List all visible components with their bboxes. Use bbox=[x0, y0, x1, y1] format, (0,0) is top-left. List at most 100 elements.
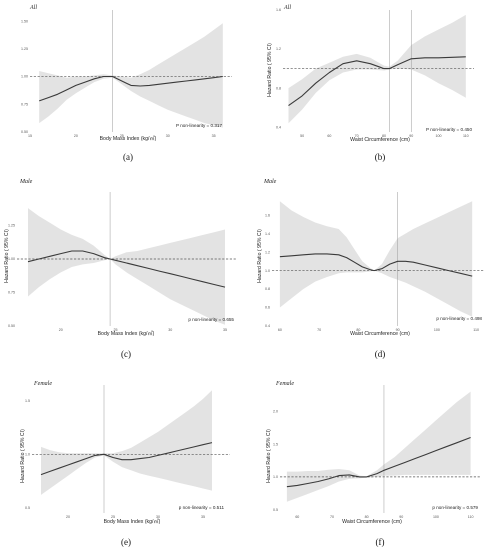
panel-d-ytick: 0.4 bbox=[265, 324, 270, 328]
panel-d-xtick: 80 bbox=[356, 328, 360, 332]
panel-f-xtick: 70 bbox=[330, 515, 334, 519]
panel-d-ci-band bbox=[279, 201, 473, 317]
panel-c-nonlinearity: p non-linearity = 0.655 bbox=[188, 317, 234, 322]
panel-f-label: (f) bbox=[376, 537, 385, 547]
panel-c-xtick: 20 bbox=[59, 328, 63, 332]
panel-a-ytick: 0.50 bbox=[21, 130, 28, 134]
panel-f-xlabel: Waist Circumference (cm) bbox=[342, 519, 402, 525]
panel-d-title: Male bbox=[263, 179, 277, 185]
panel-e-ytick: 0.5 bbox=[25, 506, 30, 510]
panel-c-ytick: 0.50 bbox=[8, 324, 15, 328]
panel-f-ytick: 1.0 bbox=[273, 475, 278, 479]
panel-d-xtick: 110 bbox=[473, 328, 479, 332]
panel-a-ci-band bbox=[39, 23, 223, 128]
panel-b-xlabel: Waist Circumference (cm) bbox=[350, 137, 410, 143]
panel-a-xlabel: Body Mass Index (kg/㎡) bbox=[100, 134, 157, 142]
panel-d-ytick: 1.6 bbox=[265, 213, 270, 217]
panel-c-hr-line bbox=[27, 250, 226, 288]
panel-e-ytick: 1.0 bbox=[25, 453, 30, 457]
panel-d-ytick: 0.8 bbox=[265, 287, 270, 291]
panel-e-label: (e) bbox=[121, 537, 131, 547]
panel-b-plot: 0.4 0.8 1.2 1.6 50 60 70 80 90 100 110 bbox=[276, 8, 474, 138]
panel-b-hr-line bbox=[288, 56, 466, 107]
panel-c-ytick: 0.75 bbox=[8, 291, 15, 295]
panel-a-xtick: 20 bbox=[74, 134, 78, 138]
panel-a-ytick: 1.50 bbox=[21, 19, 28, 23]
panel-e-xtick: 35 bbox=[201, 515, 205, 519]
panel-d-xlabel: Waist Circumference (cm) bbox=[350, 331, 410, 337]
panel-e-xtick: 30 bbox=[156, 515, 160, 519]
panel-e-title: Female bbox=[33, 381, 52, 387]
panel-b-label: (b) bbox=[375, 152, 386, 162]
panel-b-ci-band bbox=[288, 14, 466, 124]
panel-a-label: (a) bbox=[123, 152, 133, 162]
panel-e-ylabel: Hazard Ratio ( 95% CI) bbox=[20, 429, 26, 483]
panel-c-ytick: 1.00 bbox=[8, 257, 15, 261]
panel-a-ytick: 1.25 bbox=[21, 47, 28, 51]
panel-a: All 0.50 0.75 1.00 1.25 1.50 15 20 25 30 35 P non… bbox=[21, 5, 232, 162]
panel-c-label: (c) bbox=[121, 349, 131, 359]
panel-e-ytick: 1.5 bbox=[25, 399, 30, 403]
panel-c-xtick: 30 bbox=[168, 328, 172, 332]
panel-d-ytick: 0.6 bbox=[265, 306, 270, 310]
panel-b-xtick: 60 bbox=[327, 134, 331, 138]
panel-b-ytick: 1.6 bbox=[276, 8, 281, 12]
panel-f-xtick: 80 bbox=[365, 515, 369, 519]
panel-f-hr-line bbox=[286, 436, 471, 488]
panel-d-ytick: 1.4 bbox=[265, 232, 270, 236]
panel-f-xtick: 90 bbox=[399, 515, 403, 519]
panel-a-title: All bbox=[29, 5, 37, 11]
panel-d-label: (d) bbox=[375, 349, 386, 359]
panel-b-xtick: 110 bbox=[463, 134, 469, 138]
panel-c-ytick: 1.25 bbox=[8, 224, 15, 228]
panel-b-ylabel: Hazard Ratio ( 95% CI) bbox=[267, 43, 273, 97]
panel-c: Male Hazard Ratio ( 95% CI) 0.50 0.75 1.00… bbox=[4, 179, 236, 359]
panel-e-nonlinearity: p non-linearity = 0.511 bbox=[179, 505, 225, 510]
panel-b-ytick: 0.4 bbox=[276, 125, 281, 129]
panel-d-xtick: 100 bbox=[434, 328, 440, 332]
panel-a-xtick: 30 bbox=[166, 134, 170, 138]
panel-d-nonlinearity: p non-linearity = 0.498 bbox=[436, 316, 482, 321]
panel-b-nonlinearity: P non-linearity = 0.450 bbox=[426, 127, 472, 132]
panel-c-title: Male bbox=[19, 179, 33, 185]
panel-c-ylabel: Hazard Ratio ( 95% CI) bbox=[4, 229, 10, 283]
panel-b: All Hazard Ratio ( 95% CI) 0.4 0.8 1.2 1.6 5… bbox=[267, 5, 474, 162]
panel-f-ci-band bbox=[286, 391, 471, 502]
panel-f: Female Hazard Ratio ( 95% CI) 0.5 1.0 1.5 2… bbox=[266, 381, 481, 547]
panel-f-xtick: 100 bbox=[433, 515, 439, 519]
panel-a-ytick: 0.75 bbox=[21, 102, 28, 106]
panel-c-xtick: 25 bbox=[114, 328, 118, 332]
panel-b-xtick: 90 bbox=[409, 134, 413, 138]
panel-f-plot: 0.5 1.0 1.5 2.0 60 70 80 90 100 110 bbox=[273, 385, 481, 519]
panel-d-xtick: 90 bbox=[396, 328, 400, 332]
panel-a-ytick: 1.00 bbox=[21, 75, 28, 79]
panel-b-title: All bbox=[283, 5, 291, 11]
panel-c-ci-band bbox=[28, 208, 225, 325]
panel-f-ytick: 0.5 bbox=[273, 508, 278, 512]
panel-b-ytick: 1.2 bbox=[276, 47, 281, 51]
panel-e-xtick: 20 bbox=[66, 515, 70, 519]
panel-b-xtick: 80 bbox=[382, 134, 386, 138]
panel-d-ytick: 1.0 bbox=[265, 269, 270, 273]
panel-f-ytick: 1.5 bbox=[273, 442, 278, 446]
panel-a-nonlinearity: P non-linearity = 0.317 bbox=[176, 123, 222, 128]
panel-f-nonlinearity: p non-linearity = 0.579 bbox=[432, 505, 478, 510]
panel-e: Female Hazard Ratio ( 95% CI) 0.5 1.0 1.5 2… bbox=[20, 381, 230, 547]
panel-e-plot: 0.5 1.0 1.5 20 25 30 35 bbox=[25, 385, 230, 519]
panel-a-xtick: 35 bbox=[212, 134, 216, 138]
panel-f-title: Female bbox=[275, 381, 294, 387]
panel-a-xtick: 25 bbox=[120, 134, 124, 138]
panel-b-xtick: 100 bbox=[436, 134, 442, 138]
panel-a-plot: 0.50 0.75 1.00 1.25 1.50 15 20 25 30 35 bbox=[21, 10, 232, 138]
panel-d-xtick: 70 bbox=[317, 328, 321, 332]
panel-f-xtick: 110 bbox=[468, 515, 474, 519]
panel-e-hr-line bbox=[40, 442, 213, 476]
panel-f-ylabel: Hazard Ratio ( 95% CI) bbox=[266, 429, 272, 483]
panel-b-xtick: 70 bbox=[355, 134, 359, 138]
panel-e-ci-band bbox=[41, 390, 212, 495]
panel-d-xtick: 60 bbox=[278, 328, 282, 332]
panel-d: Male Hazard Ratio ( 95% CI) 0.4 0.6 0.8 1.0… bbox=[257, 179, 484, 359]
panel-d-plot: 0.4 0.6 0.8 1.0 1.2 1.4 1.6 60 70 80 90 100 110 bbox=[265, 192, 484, 332]
panel-a-xtick: 15 bbox=[28, 134, 32, 138]
